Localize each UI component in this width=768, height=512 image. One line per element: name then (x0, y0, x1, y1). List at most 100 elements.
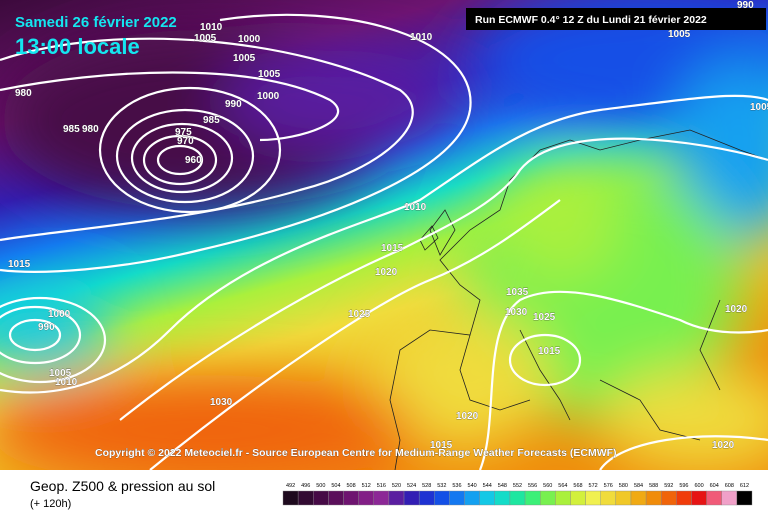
scale-swatch (600, 490, 617, 506)
scale-label: 520 (392, 483, 401, 489)
scale-label: 552 (513, 483, 522, 489)
scale-swatch (524, 490, 541, 506)
scale-label: 492 (286, 483, 295, 489)
copyright: Copyright © 2022 Meteociel.fr - Source E… (95, 447, 617, 459)
scale-swatch (328, 490, 344, 506)
isobar-label: 1020 (725, 304, 748, 315)
scale-swatch (676, 490, 692, 506)
scale-label: 572 (589, 483, 598, 489)
scale-label: 544 (483, 483, 492, 489)
scale-swatch (539, 490, 556, 506)
isobar-label: 1025 (533, 312, 556, 323)
isobar-label: 1000 (257, 91, 280, 102)
scale-label: 588 (649, 483, 658, 489)
legend-subtitle: (+ 120h) (30, 498, 71, 510)
scale-label: 496 (301, 483, 310, 489)
isobar-label: 1010 (404, 202, 427, 213)
scale-swatch (615, 490, 632, 506)
scale-swatch (555, 490, 571, 506)
isobar-label: 1010 (200, 22, 223, 33)
isobar-label: 1015 (430, 440, 453, 451)
forecast-date: Samedi 26 février 2022 (15, 14, 177, 31)
scale-label: 548 (498, 483, 507, 489)
scale-label: 504 (331, 483, 340, 489)
scale-label: 568 (573, 483, 582, 489)
isobar-label: 1005 (233, 53, 256, 64)
scale-label: 564 (558, 483, 567, 489)
scale-label: 524 (407, 483, 416, 489)
scale-swatch (373, 490, 390, 506)
isobar-label: 1000 (238, 34, 261, 45)
scale-swatch (343, 490, 359, 506)
scale-label: 512 (362, 483, 371, 489)
scale-label: 600 (694, 483, 703, 489)
scale-swatch (736, 490, 753, 506)
scale-label: 580 (619, 483, 628, 489)
scale-swatch (358, 490, 374, 506)
isobar-label: 1020 (456, 411, 479, 422)
scale-swatch (706, 490, 722, 506)
legend-title: Geop. Z500 & pression au sol (30, 478, 215, 494)
isobar-label: 1005 (258, 69, 281, 80)
isobar-label: 980 (15, 88, 32, 99)
isobar-label: 970 (177, 136, 194, 147)
run-box (466, 8, 766, 30)
color-scale: 492 496 500 504 508 512 516 520 524 528 532 536 540 5… (282, 483, 753, 506)
scale-swatch (661, 490, 677, 506)
isobar-label: 960 (185, 155, 202, 166)
scale-swatch (479, 490, 496, 506)
scale-label: 608 (725, 483, 734, 489)
isobar-label: 1010 (55, 377, 78, 388)
scale-label: 536 (452, 483, 461, 489)
scale-swatch (585, 490, 601, 506)
scale-label: 604 (710, 483, 719, 489)
scale-swatch (645, 490, 662, 506)
scale-label: 540 (468, 483, 477, 489)
isobar-label: 975 (175, 127, 192, 138)
scale-label: 516 (377, 483, 386, 489)
scale-label: 560 (543, 483, 552, 489)
scale-swatch (449, 490, 465, 506)
scale-swatch (630, 490, 647, 506)
scale-label: 592 (664, 483, 673, 489)
scale-swatch (494, 490, 511, 506)
isobar-label: 1015 (8, 259, 31, 270)
isobar-label: 1030 (505, 307, 528, 318)
scale-swatch (418, 490, 435, 506)
isobar-label: 980 (82, 124, 99, 135)
run-info: Run ECMWF 0.4° 12 Z du Lundi 21 février … (475, 14, 707, 26)
scale-swatch (388, 490, 405, 506)
scale-swatch (403, 490, 420, 506)
isobar-label: 1010 (410, 32, 433, 43)
scale-swatch (509, 490, 526, 506)
scale-swatch (721, 490, 738, 506)
scale-swatch (297, 490, 314, 506)
scale-swatch (691, 490, 707, 506)
isobar-label: 1015 (538, 346, 561, 357)
isobar-label: 1005 (194, 33, 217, 44)
isobar-label: 1005 (750, 102, 768, 113)
scale-label: 528 (422, 483, 431, 489)
isobars (0, 13, 768, 471)
isobar-label: 1020 (375, 267, 398, 278)
scale-label: 596 (679, 483, 688, 489)
scale-label: 576 (604, 483, 613, 489)
scale-swatch (434, 490, 450, 506)
isobar-label: 1025 (348, 309, 371, 320)
scale-label: 532 (437, 483, 446, 489)
isobar-label: 990 (225, 99, 242, 110)
scale-swatch (570, 490, 586, 506)
scale-label: 612 (740, 483, 749, 489)
isobar-label: 1005 (668, 29, 691, 40)
scale-swatch (464, 490, 480, 506)
map-background (0, 0, 768, 485)
scale-label: 508 (346, 483, 355, 489)
isobar-label: 985 (63, 124, 80, 135)
forecast-time: 13:00 locale (15, 34, 140, 59)
isobar-label: 985 (203, 115, 220, 126)
scale-swatch (313, 490, 329, 506)
scale-label: 584 (634, 483, 643, 489)
